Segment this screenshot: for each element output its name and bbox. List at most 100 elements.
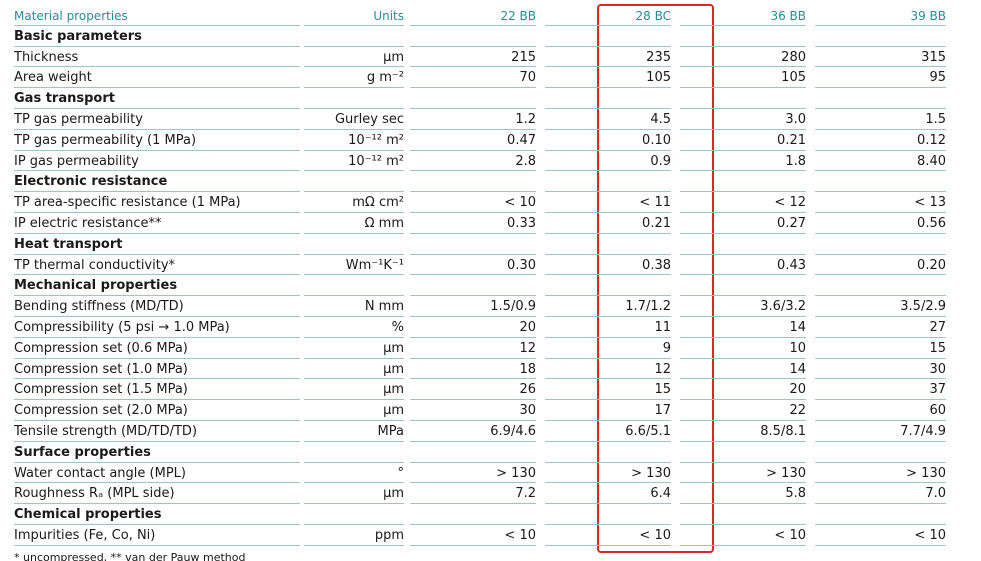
value-cell: 20 (680, 379, 806, 401)
empty-cell (815, 88, 946, 109)
empty-cell (815, 26, 946, 47)
unit: Ω mm (304, 213, 404, 234)
value-cell: 6.9/4.6 (410, 421, 536, 442)
value-cell: 12 (545, 359, 671, 380)
value-cell: 1.5 (815, 109, 946, 130)
header-cell: 36 BB (680, 5, 806, 26)
unit: Wm⁻¹K⁻¹ (304, 255, 404, 276)
footnote: * uncompressed, ** van der Pauw method (14, 551, 246, 561)
value-cell: 22 (680, 400, 806, 421)
empty-cell (304, 234, 404, 255)
value-cell: 15 (815, 338, 946, 359)
header-cell: 28 BC (545, 5, 671, 26)
value-cell: 20 (410, 317, 536, 338)
value-cell: < 10 (815, 525, 946, 546)
property-name: Roughness Rₐ (MPL side) (14, 483, 300, 505)
property-name: TP gas permeability (14, 109, 300, 130)
property-name: Bending stiffness (MD/TD) (14, 296, 300, 317)
value-cell: 7.2 (410, 483, 536, 505)
value-cell: 1.7/1.2 (545, 296, 671, 317)
header-cell: Units (304, 5, 404, 26)
value-cell: < 10 (545, 525, 671, 546)
property-name: Area weight (14, 67, 300, 89)
unit: % (304, 317, 404, 338)
empty-cell (680, 171, 806, 193)
value-cell: 15 (545, 379, 671, 401)
empty-cell (410, 504, 536, 525)
header-cell: 39 BB (815, 5, 946, 26)
empty-cell (815, 234, 946, 255)
value-cell: 0.38 (545, 255, 671, 276)
value-cell: 27 (815, 317, 946, 338)
unit: µm (304, 47, 404, 68)
value-cell: 70 (410, 67, 536, 89)
empty-cell (680, 26, 806, 47)
value-cell: 37 (815, 379, 946, 401)
value-cell: 0.47 (410, 130, 536, 151)
unit: MPa (304, 421, 404, 442)
property-name: Compressibility (5 psi → 1.0 MPa) (14, 317, 300, 338)
value-cell: 8.40 (815, 151, 946, 172)
value-cell: 18 (410, 359, 536, 380)
unit: ppm (304, 525, 404, 546)
value-cell: 105 (545, 67, 671, 89)
value-cell: 0.21 (545, 213, 671, 234)
property-name: TP gas permeability (1 MPa) (14, 130, 300, 151)
empty-cell (410, 26, 536, 47)
value-cell: < 11 (545, 192, 671, 213)
value-cell: > 130 (680, 463, 806, 484)
unit: µm (304, 483, 404, 505)
section-title: Surface properties (14, 442, 300, 463)
empty-cell (304, 171, 404, 193)
value-cell: 0.20 (815, 255, 946, 276)
empty-cell (815, 171, 946, 193)
value-cell: 1.8 (680, 151, 806, 172)
empty-cell (304, 442, 404, 463)
value-cell: 215 (410, 47, 536, 68)
unit: 10⁻¹² m² (304, 130, 404, 151)
header-cell: Material properties (14, 5, 300, 26)
unit: g m⁻² (304, 67, 404, 89)
unit: µm (304, 338, 404, 359)
property-name: IP electric resistance** (14, 213, 300, 234)
value-cell: 280 (680, 47, 806, 68)
value-cell: 7.7/4.9 (815, 421, 946, 442)
unit: µm (304, 400, 404, 421)
section-title: Chemical properties (14, 504, 300, 525)
property-name: Tensile strength (MD/TD/TD) (14, 421, 300, 442)
empty-cell (815, 275, 946, 297)
value-cell: 0.30 (410, 255, 536, 276)
value-cell: 235 (545, 47, 671, 68)
empty-cell (545, 26, 671, 47)
value-cell: 60 (815, 400, 946, 421)
property-name: Compression set (0.6 MPa) (14, 338, 300, 359)
empty-cell (304, 504, 404, 525)
value-cell: 1.2 (410, 109, 536, 130)
value-cell: 1.5/0.9 (410, 296, 536, 317)
empty-cell (410, 171, 536, 193)
empty-cell (545, 171, 671, 193)
value-cell: 30 (815, 359, 946, 380)
value-cell: 10 (680, 338, 806, 359)
unit: ° (304, 463, 404, 484)
empty-cell (680, 88, 806, 109)
value-cell: 3.5/2.9 (815, 296, 946, 317)
empty-cell (410, 88, 536, 109)
value-cell: > 130 (410, 463, 536, 484)
property-name: TP area-specific resistance (1 MPa) (14, 192, 300, 213)
value-cell: 5.8 (680, 483, 806, 505)
value-cell: 8.5/8.1 (680, 421, 806, 442)
empty-cell (815, 442, 946, 463)
value-cell: < 12 (680, 192, 806, 213)
unit: Gurley sec (304, 109, 404, 130)
empty-cell (545, 442, 671, 463)
section-title: Basic parameters (14, 26, 300, 47)
unit: µm (304, 359, 404, 380)
value-cell: 17 (545, 400, 671, 421)
value-cell: > 130 (815, 463, 946, 484)
value-cell: 3.6/3.2 (680, 296, 806, 317)
value-cell: 26 (410, 379, 536, 401)
value-cell: < 10 (680, 525, 806, 546)
value-cell: 0.43 (680, 255, 806, 276)
